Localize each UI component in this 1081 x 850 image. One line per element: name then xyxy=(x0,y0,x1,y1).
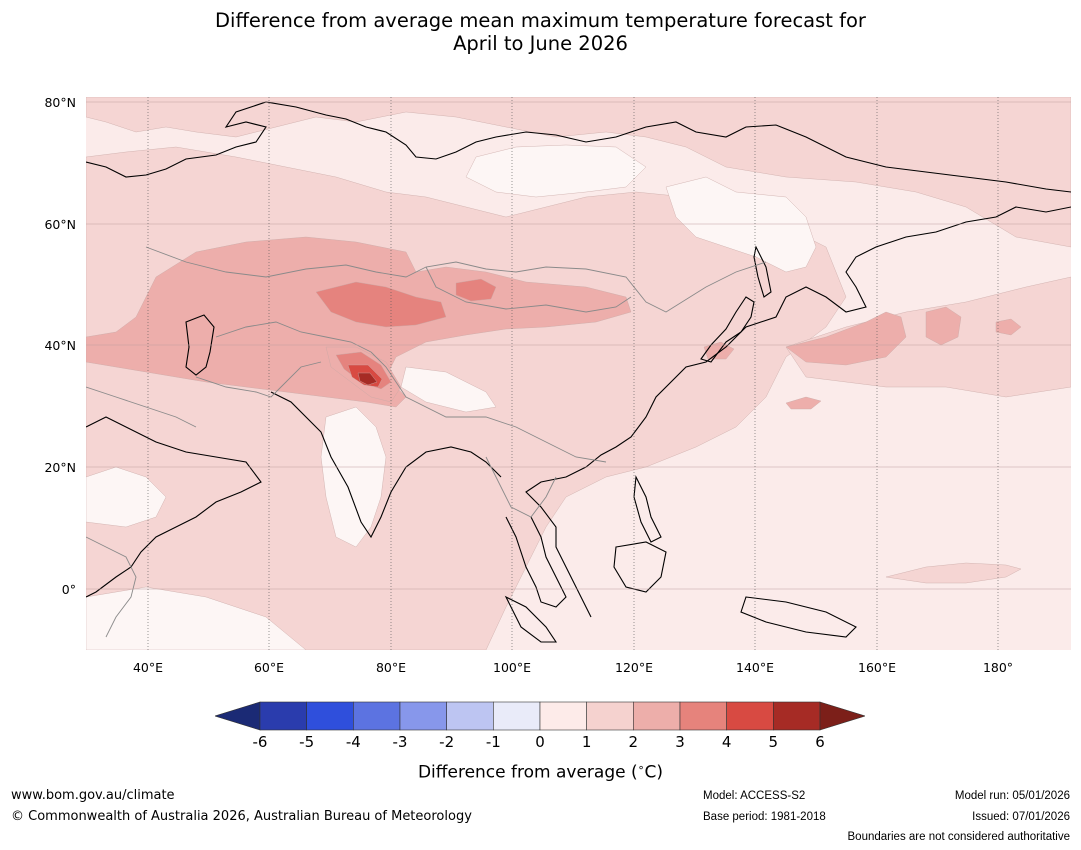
coast-philippines xyxy=(633,475,662,543)
lon-label-120e: 120°E xyxy=(614,660,654,675)
anomaly-region-0-1-east xyxy=(665,176,817,273)
anomaly-region-1-2-equatorial xyxy=(885,562,1022,584)
coast-pacific xyxy=(525,206,1071,618)
coast-arctic xyxy=(86,101,1071,193)
country-borders xyxy=(86,246,767,638)
footer-disclaimer: Boundaries are not considered authoritat… xyxy=(847,831,1070,843)
lon-label-180: 180° xyxy=(982,660,1014,675)
map-svg xyxy=(86,97,1071,650)
colorbar-tick-label: -1 xyxy=(485,733,501,751)
anomaly-region-0-1-arabia xyxy=(86,466,167,528)
anomaly-region-0-1-siberia xyxy=(465,144,647,198)
colorbar-segment xyxy=(679,701,727,731)
coast-seasia xyxy=(505,516,567,608)
latitude-gridlines xyxy=(86,101,1071,590)
colorbar-segment xyxy=(399,701,447,731)
border-middle-east xyxy=(86,386,197,428)
border-central-asia xyxy=(215,321,372,353)
colorbar-tick-label: -3 xyxy=(392,733,408,751)
colorbar-tick-label: 5 xyxy=(768,733,779,751)
footer-issued: Issued: 07/01/2026 xyxy=(972,811,1070,823)
colorbar-segment xyxy=(633,701,681,731)
colorbar-segment xyxy=(586,701,634,731)
title-line-2: April to June 2026 xyxy=(453,32,628,55)
colorbar-segment xyxy=(353,701,401,731)
footer-model-run: Model run: 05/01/2026 xyxy=(954,790,1070,802)
colorbar-degree: ∘ xyxy=(637,761,645,774)
colorbar-extend-high xyxy=(819,701,865,731)
coast-india xyxy=(270,391,502,539)
coast-arabia xyxy=(86,416,262,598)
footer-website[interactable]: www.bom.gov.au/climate xyxy=(11,788,175,803)
colorbar-tick-label: -2 xyxy=(439,733,455,751)
anomaly-region-2-3-west-pacific xyxy=(785,396,822,410)
border-seasia xyxy=(485,456,557,518)
coast-japan xyxy=(700,296,755,363)
lon-label-60e: 60°E xyxy=(253,660,285,675)
colorbar-title: Difference from average (∘C) xyxy=(0,761,1081,783)
footer-base-period: Base period: 1981-2018 xyxy=(703,811,826,823)
coast-sumatra xyxy=(504,595,558,643)
colorbar-segment xyxy=(446,701,494,731)
lon-label-80e: 80°E xyxy=(375,660,407,675)
lon-label-40e: 40°E xyxy=(132,660,164,675)
border-mongolia-china xyxy=(425,266,632,313)
colorbar-tick-label: -4 xyxy=(345,733,361,751)
border-china-south xyxy=(370,351,607,463)
colorbar-segment xyxy=(726,701,774,731)
colorbar-segment xyxy=(306,701,354,731)
colorbar-tick-label: 1 xyxy=(581,733,592,751)
colorbar-segment xyxy=(259,701,307,731)
anomaly-region-2-3-pacific xyxy=(785,311,907,366)
lon-label-100e: 100°E xyxy=(492,660,532,675)
coast-new-guinea xyxy=(740,596,857,638)
colorbar-unit: C) xyxy=(644,762,664,783)
lat-label-20n: 20°N xyxy=(44,460,76,475)
border-iran-pakistan xyxy=(195,361,322,398)
border-africa xyxy=(86,536,137,638)
longitude-gridlines xyxy=(147,97,999,650)
colorbar-tick-label: 2 xyxy=(628,733,639,751)
anomaly-region-0-1-tibet xyxy=(400,366,497,413)
coast-sakhalin xyxy=(753,245,772,298)
forecast-map xyxy=(86,97,1071,650)
lat-label-60n: 60°N xyxy=(44,217,76,232)
anomaly-region-3-4-mongolia xyxy=(455,278,497,302)
colorbar-tick-label: 0 xyxy=(535,733,545,751)
title-line-1: Difference from average mean maximum tem… xyxy=(215,9,866,32)
chart-title: Difference from average mean maximum tem… xyxy=(0,9,1081,55)
colorbar-tick-label: 3 xyxy=(675,733,685,751)
coast-caspian xyxy=(185,314,215,376)
colorbar-label: Difference from average ( xyxy=(417,762,638,783)
coast-borneo xyxy=(613,541,667,593)
lon-label-160e: 160°E xyxy=(857,660,897,675)
lat-label-40n: 40°N xyxy=(44,338,76,353)
lon-label-140e: 140°E xyxy=(735,660,775,675)
colorbar-tick-label: 6 xyxy=(815,733,825,751)
border-russia-kazakhstan xyxy=(145,246,767,313)
colorbar xyxy=(215,701,865,731)
colorbar-tick-label: -5 xyxy=(299,733,315,751)
anomaly-region-2-3-pacific-east xyxy=(925,306,962,346)
anomaly-region-5-6-peak xyxy=(357,372,378,386)
footer-model: Model: ACCESS-S2 xyxy=(703,790,806,802)
anomaly-region-3-4-kazakhstan xyxy=(315,281,447,328)
colorbar-segment xyxy=(493,701,541,731)
colorbar-segment xyxy=(539,701,587,731)
colorbar-segment xyxy=(773,701,821,731)
colorbar-tick-label: 4 xyxy=(721,733,732,751)
lat-label-0: 0° xyxy=(61,582,76,597)
anomaly-region-0-1-india xyxy=(320,406,387,548)
anomaly-region-0-1-south xyxy=(86,586,307,650)
colorbar-extend-low xyxy=(215,701,261,731)
colorbar-tick-label: -6 xyxy=(252,733,268,751)
lat-label-80n: 80°N xyxy=(44,95,76,110)
footer-copyright: © Commonwealth of Australia 2026, Austra… xyxy=(11,809,472,824)
anomaly-region-2-3-pacific-far xyxy=(995,318,1022,336)
coastlines xyxy=(86,101,1071,643)
